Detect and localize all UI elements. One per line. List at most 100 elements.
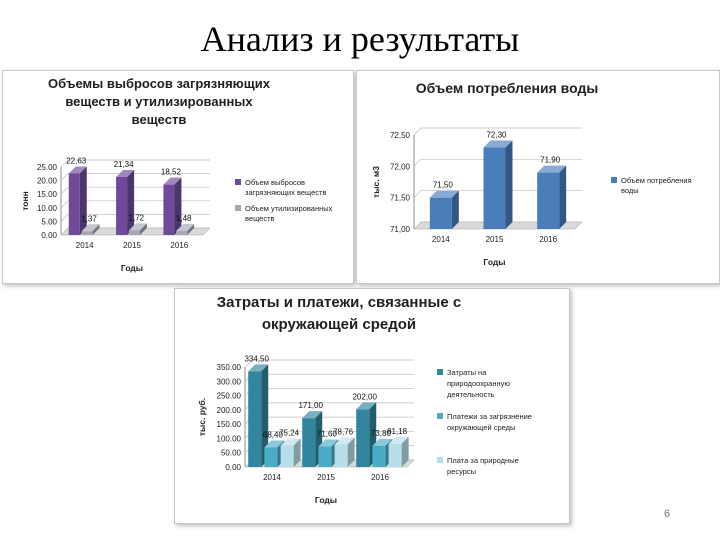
y-tick-label: 20.00 [37,177,58,186]
y-tick-label: 250.00 [217,392,242,401]
bar-side [79,166,87,235]
bar-side [559,165,567,229]
legend-swatch [437,413,443,419]
legend-label: окружающей среды [447,423,515,432]
y-tick-label: 25.00 [37,163,58,172]
x-axis-title: Годы [121,263,143,273]
gridline [413,127,582,136]
bar-top [372,438,393,446]
bar-front [68,173,80,235]
data-label: 334,50 [244,354,269,363]
x-tick-label: 2016 [170,241,188,250]
bar [81,224,100,235]
y-tick-label: 100.00 [217,434,242,443]
bar-front [302,418,316,467]
x-axis-title: Годы [315,495,337,505]
bar-front [334,444,348,467]
bar [68,166,87,235]
data-label: 1,72 [129,213,145,222]
gridline [413,221,582,230]
bar-front [356,409,370,467]
legend-label: воды [621,186,639,195]
chart-panel-emissions: Объемы выбросов загрязняющих веществ и ут… [2,70,354,284]
bar [537,165,567,229]
bar-side [401,436,409,467]
bar [128,223,147,235]
y-tick-label: 71,50 [390,194,411,203]
data-label: 81,18 [387,427,408,436]
bar [334,437,355,467]
y-axis-title: тыс. руб. [197,398,207,436]
y-tick-label: 0.00 [225,463,241,472]
chart-title-line: веществ [132,112,187,127]
gridline [60,227,210,236]
bar-front [318,446,332,467]
data-label: 21,34 [114,160,135,169]
y-tick-label: 150.00 [217,420,242,429]
bar-side [187,223,195,235]
legend-label: ресурсы [447,467,476,476]
gridline [60,173,210,181]
bar-top [116,169,135,177]
y-tick-label: 15.00 [37,190,58,199]
bar-top [388,436,409,444]
data-label: 18,52 [161,168,182,177]
gridline [244,359,414,368]
y-tick-label: 300.00 [217,377,242,386]
bar-front [128,230,140,235]
data-label: 72,30 [486,131,507,140]
bar-front [81,231,93,235]
data-label: 75,24 [279,429,300,438]
bar-top [248,364,269,372]
data-label: 71,60 [317,430,338,439]
y-tick-label: 5.00 [41,217,57,226]
legend-swatch [235,205,241,211]
bar-front [483,147,506,229]
bar-top [128,223,147,231]
chart-title-line: Объем потребления воды [416,80,599,96]
bar-top [318,439,339,447]
bar [429,190,459,229]
bar [116,169,135,235]
emissions-chart: Объемы выбросов загрязняющих веществ и ут… [20,76,333,273]
x-tick-label: 2014 [263,473,281,482]
bar-front [388,443,402,467]
bar-side [505,140,513,229]
bar [483,140,513,229]
y-tick-label: 350.00 [217,363,242,372]
data-label: 171,00 [298,401,323,410]
x-tick-label: 2016 [371,473,389,482]
y-axis-title: тонн [20,191,30,211]
legend-swatch [611,177,617,183]
legend-label: деятельность [447,390,495,399]
bar-top [537,165,567,173]
bar-top [81,224,100,232]
x-tick-label: 2014 [432,235,450,244]
bar-top [356,402,377,410]
bar-top [176,223,195,231]
bar [248,364,269,467]
bar-front [163,184,175,235]
bar [163,177,182,235]
x-tick-label: 2015 [123,241,141,250]
data-label: 1,48 [176,214,192,223]
gridline [60,200,210,209]
bar [388,436,409,467]
gridline [60,159,210,168]
data-label: 1,37 [81,214,97,223]
data-label: 71,90 [540,156,561,165]
legend-swatch [437,369,443,375]
data-label: 22,63 [66,156,87,165]
bar-top [280,438,301,446]
data-label: 71,50 [433,181,454,190]
legend-label: Объем утилизированных [245,204,333,213]
bar-front [280,445,294,467]
x-tick-label: 2015 [317,473,335,482]
x-tick-label: 2015 [486,235,504,244]
y-tick-label: 72,00 [390,162,411,171]
bar-front [116,176,128,235]
bar-front [264,447,278,467]
legend-label: природоохранную [447,379,510,388]
bar-top [483,140,513,148]
bar-side [451,190,459,229]
